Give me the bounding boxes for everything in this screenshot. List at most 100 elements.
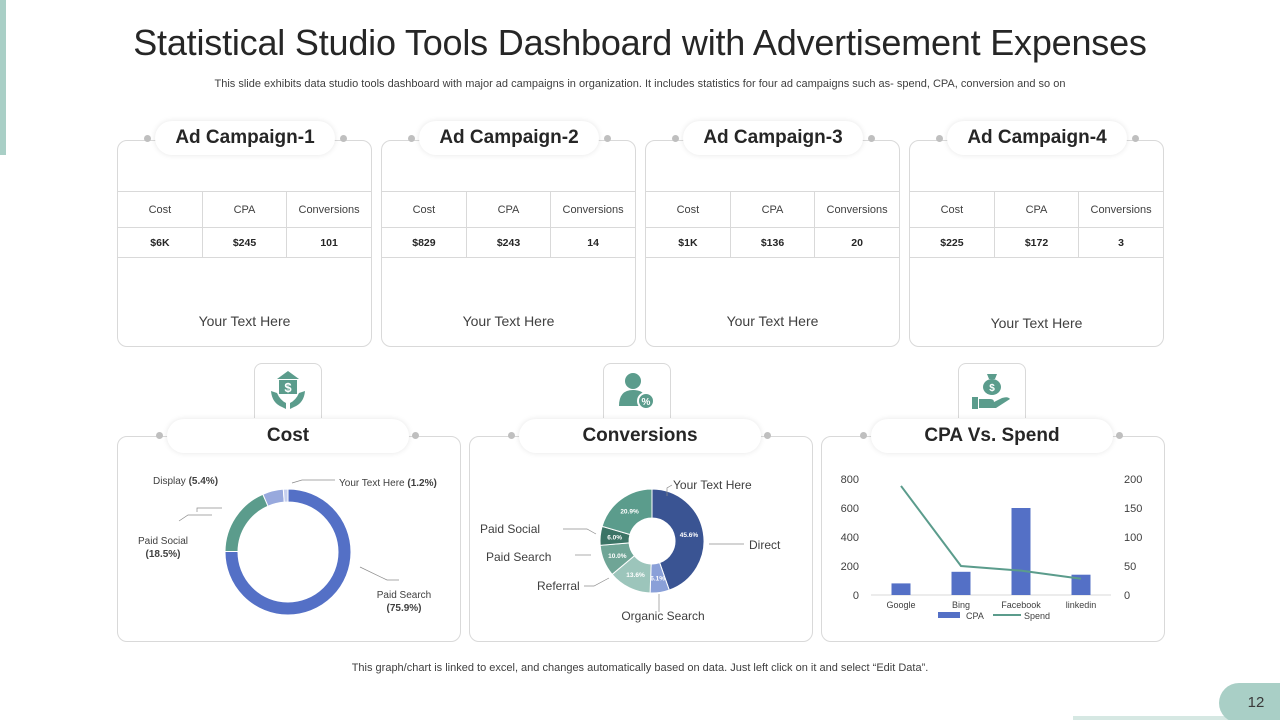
campaign-title: Ad Campaign-4 [947,121,1127,155]
table-header-cell: CPA [730,191,816,228]
spend-line [900,485,1082,580]
y-right-tick-label: 50 [1124,561,1136,573]
cost-title: Cost [167,419,409,453]
table-cell: $245 [202,227,288,258]
table-header-cell: CPA [994,191,1080,228]
conversions-card [469,436,813,642]
conversions-donut-chart: 45.6% 6.1% 13.6% 10.0% 6.0% 20.9% Your Text H… [480,478,781,623]
campaign-table: Cost CPA Conversions $1K $136 20 [646,191,899,258]
table-cell: $136 [730,227,816,258]
cpa-spend-chart: 0 200 400 600 800 0 50 100 150 200 Google Bing Faceb… [841,474,1143,621]
conversions-title: Conversions [519,419,761,453]
donut-slice [282,488,289,503]
footnote: This graph/chart is linked to excel, and… [351,662,929,674]
campaign-title: Ad Campaign-1 [155,121,335,155]
cost-value-paid-search: (75.9%) [386,603,421,614]
bar [951,571,971,595]
table-header-cell: CPA [466,191,552,228]
campaign-table: Cost CPA Conversions $829 $243 14 [382,191,635,258]
cost-label-paid-search: Paid Search [377,590,431,601]
leader-line [666,484,673,496]
campaign-text: Your Text Here [990,315,1083,331]
x-tick-label: linkedin [1066,600,1097,610]
campaign-table: Cost CPA Conversions $225 $172 3 [910,191,1163,258]
campaign-card: Cost CPA Conversions $829 $243 14 Your T… [381,140,636,347]
leader-line [584,577,610,587]
dollar-hands-icon: $ [271,371,305,409]
cost-label-display: Display (5.4%) [153,476,218,487]
cpa-spend-icon-box: $ [958,363,1026,418]
y-right-tick-label: 200 [1124,474,1142,486]
campaign-text: Your Text Here [198,313,291,329]
y-left-tick-label: 200 [841,561,859,573]
cost-label-paid-social: Paid Social [138,536,188,547]
x-tick-label: Bing [952,600,970,610]
table-cell: $6K [118,227,203,258]
donut-slice [601,488,653,536]
campaign-table: Cost CPA Conversions $6K $245 101 [118,191,371,258]
table-header-cell: Conversions [550,191,635,228]
leader-line [359,566,399,581]
y-left-tick-label: 0 [853,590,859,602]
table-cell: 14 [550,227,635,258]
table-header-cell: Conversions [814,191,899,228]
table-cell: $829 [382,227,467,258]
legend-label-cpa: CPA [966,611,984,621]
conv-label-direct: Direct [749,538,781,552]
table-header-cell: Conversions [286,191,371,228]
decor-dot [936,135,943,142]
conv-label-referral: Referral [537,579,580,593]
svg-text:%: % [642,397,651,408]
decor-dot [144,135,151,142]
y-right-tick-label: 0 [1124,590,1130,602]
decor-dot [408,135,415,142]
user-percent-icon: % [619,373,655,410]
left-accent-bar [0,0,6,155]
decor-dot [508,432,515,439]
campaign-title: Ad Campaign-2 [419,121,599,155]
conv-label-paid-social: Paid Social [480,522,540,536]
y-left-tick-label: 600 [841,503,859,515]
campaign-card: Cost CPA Conversions $6K $245 101 Your T… [117,140,372,347]
cpa-spend-card [821,436,1165,642]
campaign-card: Cost CPA Conversions $225 $172 3 Your Te… [909,140,1164,347]
table-cell: $172 [994,227,1080,258]
donut-slice [651,488,705,591]
page-subtitle: This slide exhibits data studio tools da… [214,78,1066,90]
page-title: Statistical Studio Tools Dashboard with … [133,22,1147,63]
cost-value-paid-social: (18.5%) [145,549,180,560]
donut-value-label: 6.0% [607,535,622,542]
x-tick-label: Google [886,600,915,610]
conversions-icon-box: % [603,363,671,418]
conv-label-other: Your Text Here [673,478,752,492]
bar [891,583,911,595]
table-header-row: Cost CPA Conversions [910,191,1163,228]
decor-dot [860,432,867,439]
cost-donut-chart: Display (5.4%) Your Text Here (1.2%) Pai… [138,476,437,616]
donut-value-label: 13.6% [626,572,645,579]
donut-value-label: 45.6% [680,532,699,539]
decor-dot [340,135,347,142]
bottom-accent-bar [1073,716,1280,720]
leader-line [291,479,335,484]
decor-dot [156,432,163,439]
svg-text:$: $ [989,383,995,394]
donut-value-label: 10.0% [608,553,627,560]
conv-label-organic: Organic Search [621,609,704,623]
table-row: $829 $243 14 [382,227,635,258]
decor-dot [868,135,875,142]
table-header-cell: Cost [118,191,203,228]
decor-dot [764,432,771,439]
campaign-text: Your Text Here [462,313,555,329]
y-left-tick-label: 400 [841,532,859,544]
y-right-tick-label: 100 [1124,532,1142,544]
page-number: 12 [1247,694,1265,711]
table-cell: 20 [814,227,899,258]
campaign-title: Ad Campaign-3 [683,121,863,155]
table-header-row: Cost CPA Conversions [382,191,635,228]
decor-dot [1132,135,1139,142]
decor-dot [412,432,419,439]
y-left-tick-label: 800 [841,474,859,486]
table-header-cell: Conversions [1078,191,1163,228]
table-header-cell: Cost [382,191,467,228]
